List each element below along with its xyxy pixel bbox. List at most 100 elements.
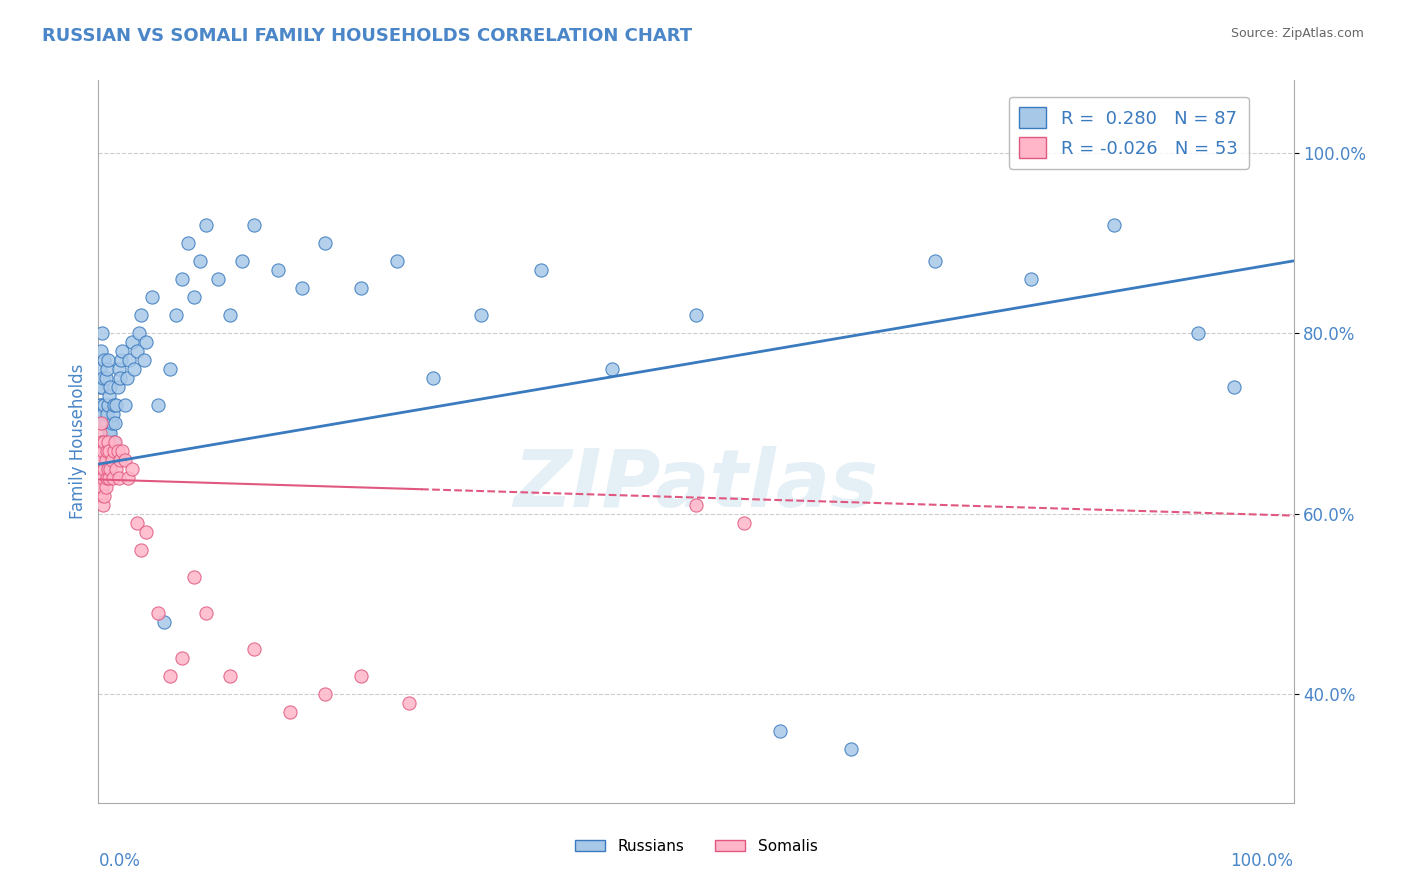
Point — [89, 471, 111, 485]
Point — [111, 443, 134, 458]
Point — [111, 344, 134, 359]
Point — [90, 417, 112, 431]
Point — [94, 452, 117, 467]
Point — [768, 723, 790, 738]
Point — [97, 434, 120, 449]
Point — [96, 443, 118, 458]
Point — [89, 380, 111, 394]
Point — [148, 398, 170, 412]
Point — [188, 254, 211, 268]
Point — [91, 417, 114, 431]
Point — [243, 642, 266, 657]
Point — [104, 417, 127, 431]
Point — [1019, 272, 1042, 286]
Point — [91, 434, 114, 449]
Point — [602, 362, 624, 376]
Point — [733, 516, 755, 530]
Point — [125, 516, 148, 530]
Point — [172, 651, 194, 665]
Point — [98, 461, 122, 475]
Point — [278, 706, 301, 720]
Point — [91, 443, 114, 458]
Point — [121, 335, 143, 350]
Point — [114, 398, 136, 412]
Point — [100, 452, 122, 467]
Point — [183, 290, 205, 304]
Point — [103, 398, 125, 412]
Point — [93, 489, 115, 503]
Point — [385, 254, 409, 268]
Point — [90, 461, 112, 475]
Point — [422, 371, 444, 385]
Point — [107, 443, 129, 458]
Point — [350, 281, 373, 295]
Point — [172, 272, 194, 286]
Point — [107, 471, 129, 485]
Point — [98, 380, 122, 394]
Point — [219, 669, 242, 683]
Point — [125, 344, 148, 359]
Point — [93, 434, 115, 449]
Point — [90, 434, 112, 449]
Text: ZIPatlas: ZIPatlas — [513, 446, 879, 524]
Point — [98, 425, 122, 440]
Point — [103, 434, 125, 449]
Point — [153, 615, 176, 630]
Point — [96, 443, 118, 458]
Point — [89, 398, 111, 412]
Point — [100, 452, 122, 467]
Point — [267, 263, 290, 277]
Point — [243, 218, 266, 232]
Point — [135, 335, 157, 350]
Point — [195, 218, 218, 232]
Y-axis label: Family Households: Family Households — [69, 364, 87, 519]
Point — [183, 570, 205, 584]
Point — [530, 263, 553, 277]
Point — [177, 235, 200, 250]
Point — [91, 498, 114, 512]
Point — [97, 434, 120, 449]
Point — [101, 471, 124, 485]
Point — [91, 380, 114, 394]
Point — [685, 308, 707, 322]
Point — [89, 417, 111, 431]
Point — [124, 362, 146, 376]
Text: RUSSIAN VS SOMALI FAMILY HOUSEHOLDS CORRELATION CHART: RUSSIAN VS SOMALI FAMILY HOUSEHOLDS CORR… — [42, 27, 692, 45]
Point — [131, 308, 153, 322]
Point — [315, 687, 337, 701]
Point — [107, 380, 129, 394]
Point — [107, 362, 129, 376]
Point — [93, 471, 115, 485]
Point — [98, 443, 121, 458]
Point — [108, 452, 131, 467]
Point — [90, 344, 112, 359]
Point — [91, 371, 114, 385]
Point — [90, 398, 112, 412]
Point — [96, 362, 118, 376]
Point — [291, 281, 314, 295]
Point — [91, 452, 114, 467]
Point — [93, 353, 115, 368]
Point — [91, 480, 114, 494]
Point — [98, 461, 122, 475]
Point — [117, 471, 139, 485]
Point — [165, 308, 187, 322]
Text: Source: ZipAtlas.com: Source: ZipAtlas.com — [1230, 27, 1364, 40]
Point — [110, 353, 132, 368]
Point — [93, 434, 115, 449]
Point — [315, 235, 337, 250]
Point — [93, 398, 115, 412]
Point — [231, 254, 253, 268]
Point — [219, 308, 242, 322]
Point — [91, 471, 114, 485]
Point — [90, 443, 112, 458]
Point — [121, 461, 143, 475]
Point — [128, 326, 150, 341]
Point — [685, 498, 707, 512]
Point — [94, 371, 117, 385]
Point — [118, 353, 141, 368]
Point — [132, 353, 155, 368]
Point — [98, 389, 121, 403]
Point — [135, 524, 157, 539]
Point — [96, 408, 118, 422]
